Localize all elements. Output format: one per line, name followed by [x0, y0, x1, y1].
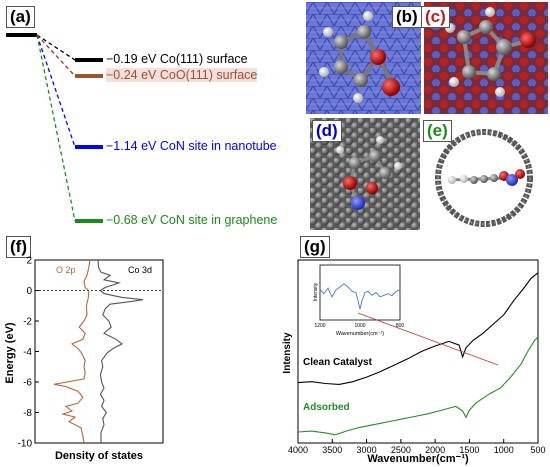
dos-axes-frame — [34, 259, 164, 444]
dos-chart: 2 0 -2 -4 -6 -8 -10 Energy (eV) Density of sta… — [4, 256, 164, 462]
ftir-series-clean — [297, 272, 539, 385]
ftir-xlabel: Wavenumber(cm⁻¹) — [367, 453, 469, 465]
dos-ytick-label: -2 — [23, 317, 32, 328]
level-label-coo111: −0.24 eV CoO(111) surface — [106, 68, 258, 82]
dos-ytick-label: -8 — [23, 408, 32, 419]
level-label-graphene: −0.68 eV CoN site in graphene — [106, 213, 278, 227]
level-label-nanotube: −1.14 eV CoN site in nanotube — [106, 139, 277, 153]
dos-series-co3d — [97, 259, 144, 443]
dos-xlabel: Density of states — [55, 450, 143, 462]
panel-label-g: (g) — [300, 236, 330, 258]
ftir-label-clean: Clean Catalyst — [303, 357, 373, 368]
ftir-xtick-label: 3000 — [357, 445, 377, 455]
dos-ytick-label: -10 — [18, 439, 33, 450]
inset-xtick-label: 1000 — [354, 323, 365, 329]
inset-xtick-label: 1200 — [314, 323, 325, 329]
panel-label-c: (c) — [421, 6, 450, 28]
inset-xtick-label: 800 — [396, 323, 405, 329]
connector-co111 — [36, 34, 76, 61]
ftir-xtick-label: 500 — [530, 445, 545, 455]
ftir-xtick-label: 3500 — [322, 445, 342, 455]
dos-series-o2p — [53, 259, 91, 444]
dos-ytick-label: -6 — [23, 378, 32, 389]
ftir-xtick-label: 1000 — [494, 445, 514, 455]
connector-coo111 — [36, 34, 76, 77]
dos-legend-o2p: O 2p — [56, 265, 76, 275]
panel-label-f: (f) — [6, 236, 31, 258]
level-label-co111: −0.19 eV Co(111) surface — [106, 52, 248, 66]
panel-label-b: (b) — [392, 6, 422, 28]
connector-graphene — [36, 34, 76, 222]
ftir-axes-frame — [297, 259, 539, 444]
ftir-xtick-label: 1500 — [459, 445, 479, 455]
ftir-label-adsorbed: Adsorbed — [303, 402, 350, 413]
panel-label-a: (a) — [6, 6, 35, 28]
ftir-ylabel: Intensity — [282, 332, 293, 374]
ftir-series-adsorbed — [297, 336, 539, 436]
inset-series — [319, 283, 401, 310]
ftir-xtick-label: 2000 — [425, 445, 445, 455]
dos-legend-co3d: Co 3d — [128, 265, 152, 275]
ftir-chart: 4000 3500 3000 2500 2000 1500 1000 500 Intensit… — [282, 259, 546, 465]
dos-ytick-label: 0 — [26, 286, 32, 297]
inset-pointer-line — [357, 312, 499, 366]
connector-nanotube — [36, 34, 76, 148]
dos-ylabel: Energy (eV) — [4, 322, 16, 383]
ftir-inset-frame — [319, 264, 401, 321]
panel-label-d: (d) — [312, 120, 342, 142]
inset-xlabel: Wavenumber(cm⁻¹) — [336, 331, 384, 337]
energy-diagram — [6, 33, 103, 223]
ftir-xtick-label: 2500 — [391, 445, 411, 455]
inset-ylabel: Intensity — [313, 282, 319, 301]
structure-con-graphene-image — [310, 118, 420, 230]
ftir-xtick-label: 4000 — [288, 445, 308, 455]
dos-ytick-label: -4 — [23, 347, 32, 358]
panel-label-e: (e) — [423, 120, 452, 142]
dos-ytick-label: 2 — [26, 256, 32, 267]
